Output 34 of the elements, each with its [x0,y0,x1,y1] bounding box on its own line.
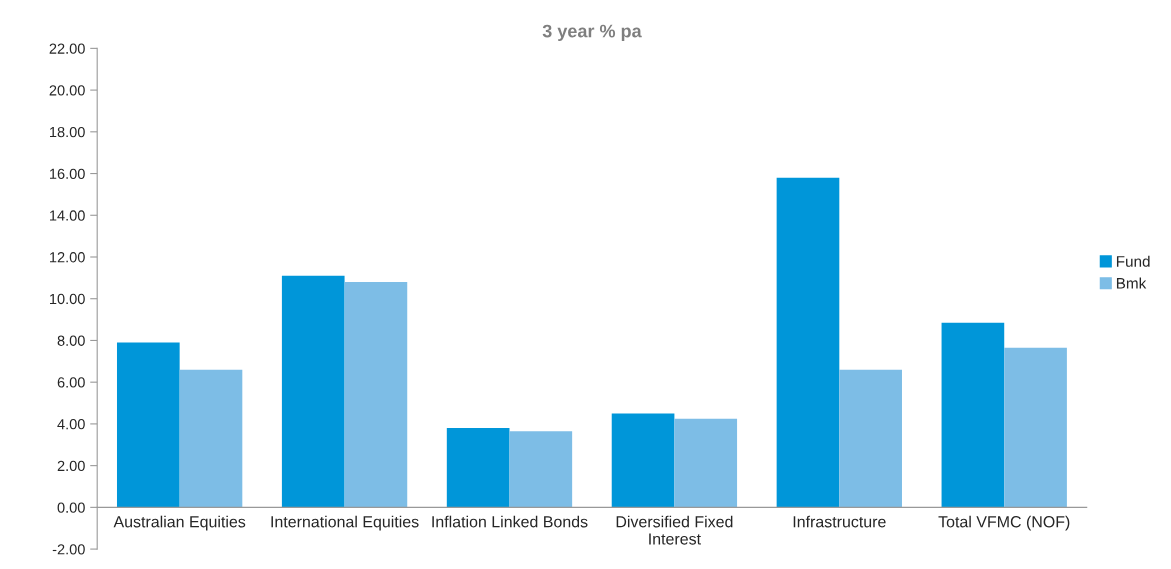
legend-label: Fund [1116,255,1150,267]
y-tick-label: 14.00 [50,210,85,221]
y-tick-label: 4.00 [57,419,85,430]
bar [281,275,345,508]
y-tick-label: 10.00 [50,293,85,305]
x-tick-label: International Equities [271,515,419,531]
bar [941,322,1005,508]
chart-title: 3 year % pa [542,24,642,41]
bar [674,418,738,508]
x-tick-label: Total VFMC (NOF) [938,515,1070,531]
legend-label: Bmk [1116,277,1147,289]
x-tick-label: Diversified Fixed Interest [616,515,733,545]
bar [446,428,510,508]
y-tick-label: 12.00 [50,252,85,263]
bar [1004,347,1067,508]
y-tick-label: 8.00 [57,335,85,346]
bar [839,369,902,508]
bar [344,282,408,508]
x-tick-label: Infrastructure [793,515,886,528]
y-tick-label: 18.00 [50,126,85,138]
x-tick-label: Australian Equities [113,515,246,531]
y-tick-label: 22.00 [49,43,85,54]
y-tick-label: 20.00 [49,85,85,96]
bar [179,369,243,508]
y-tick-label: 6.00 [57,377,85,388]
bar [509,431,573,508]
bar [611,413,675,508]
y-tick-label: 2.00 [57,460,85,472]
bar [116,342,180,508]
x-tick-label: Inflation Linked Bonds [432,515,588,528]
y-tick-label: 0.00 [57,502,85,513]
y-tick-label: 16.00 [50,168,85,179]
y-tick-label: -2.00 [52,544,85,555]
bar [776,177,840,508]
